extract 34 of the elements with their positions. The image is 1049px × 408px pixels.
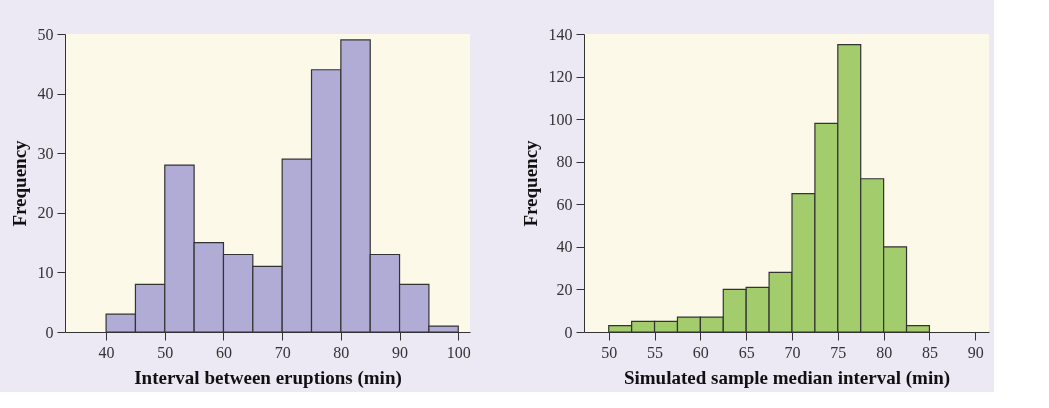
x-tick-label: 90 <box>967 343 984 361</box>
x-tick-label: 50 <box>601 343 618 361</box>
x-tick-label: 75 <box>830 343 847 361</box>
x-tick-label: 80 <box>333 343 350 361</box>
y-tick-label: 100 <box>548 110 573 128</box>
x-tick-label: 70 <box>274 343 291 361</box>
x-tick-label: 65 <box>738 343 755 361</box>
x-tick-label: 100 <box>446 343 471 361</box>
y-tick-label: 20 <box>556 280 573 298</box>
x-tick-label: 70 <box>784 343 801 361</box>
y-tick-label: 10 <box>37 263 54 281</box>
x-axis-title: Interval between eruptions (min) <box>134 366 402 389</box>
x-tick-label: 50 <box>157 343 174 361</box>
y-tick-label: 80 <box>556 153 573 171</box>
y-axis-title: Frequency <box>519 139 541 227</box>
y-tick-label: 30 <box>37 144 54 162</box>
x-tick-label: 60 <box>215 343 232 361</box>
y-tick-label: 140 <box>548 25 573 43</box>
y-tick-label: 60 <box>556 195 573 213</box>
x-tick-label: 80 <box>876 343 893 361</box>
x-axis-title: Simulated sample median interval (min) <box>623 366 951 389</box>
y-tick-label: 0 <box>45 323 54 341</box>
y-tick-label: 0 <box>564 323 573 341</box>
y-tick-label: 40 <box>556 238 573 256</box>
y-tick-label: 20 <box>37 204 54 222</box>
y-tick-label: 120 <box>548 68 573 86</box>
y-tick-label: 40 <box>37 85 54 103</box>
x-tick-label: 85 <box>921 343 938 361</box>
y-axis-title: Frequency <box>8 139 30 227</box>
y-tick-label: 50 <box>37 25 54 43</box>
x-tick-label: 40 <box>98 343 115 361</box>
x-tick-label: 55 <box>647 343 664 361</box>
x-tick-label: 60 <box>692 343 709 361</box>
x-tick-label: 90 <box>392 343 409 361</box>
